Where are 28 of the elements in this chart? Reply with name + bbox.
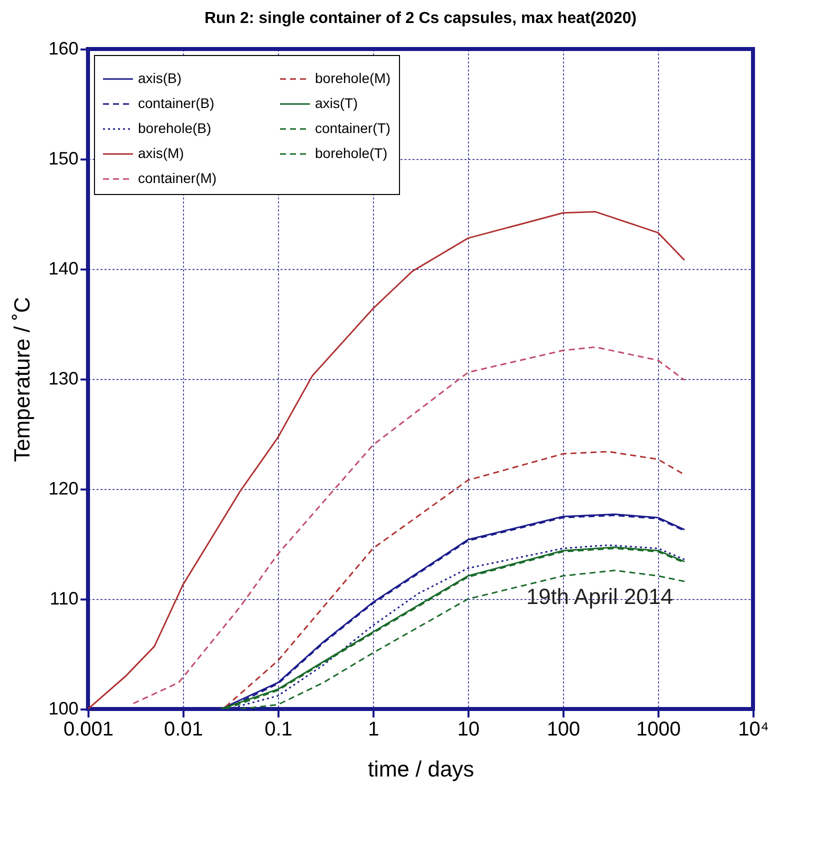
- legend-label: borehole(M): [315, 70, 390, 86]
- x-tick-label: 1000: [636, 718, 681, 740]
- legend-label: axis(B): [138, 70, 182, 86]
- y-tick-label: 120: [48, 478, 78, 498]
- x-tick-label: 1: [368, 718, 380, 740]
- y-tick-label: 140: [48, 258, 78, 278]
- x-tick-label: 0.1: [264, 718, 292, 740]
- y-axis-title: Temperature / ˚C: [9, 296, 34, 462]
- x-tick-label: 100: [546, 718, 580, 740]
- x-tick-label: 0.001: [63, 718, 114, 740]
- x-tick-label: 10⁴: [738, 718, 769, 740]
- y-tick-label: 150: [48, 148, 78, 168]
- legend-label: container(M): [138, 170, 217, 186]
- legend-label: borehole(T): [315, 145, 388, 161]
- x-tick-label: 0.01: [164, 718, 203, 740]
- y-tick-label: 100: [48, 698, 78, 718]
- x-tick-label: 10: [457, 718, 480, 740]
- legend-label: axis(M): [138, 145, 184, 161]
- x-axis-title: time / days: [368, 756, 474, 782]
- annotation: 19th April 2014: [526, 584, 673, 609]
- y-tick-label: 160: [48, 38, 78, 58]
- legend-label: axis(T): [315, 95, 358, 111]
- y-tick-label: 130: [48, 368, 78, 388]
- legend-label: container(T): [315, 120, 390, 136]
- legend-label: borehole(B): [138, 120, 212, 136]
- chart-title: Run 2: single container of 2 Cs capsules, max heat(2020): [204, 10, 637, 27]
- legend-label: container(B): [138, 95, 214, 111]
- y-tick-label: 110: [50, 588, 78, 608]
